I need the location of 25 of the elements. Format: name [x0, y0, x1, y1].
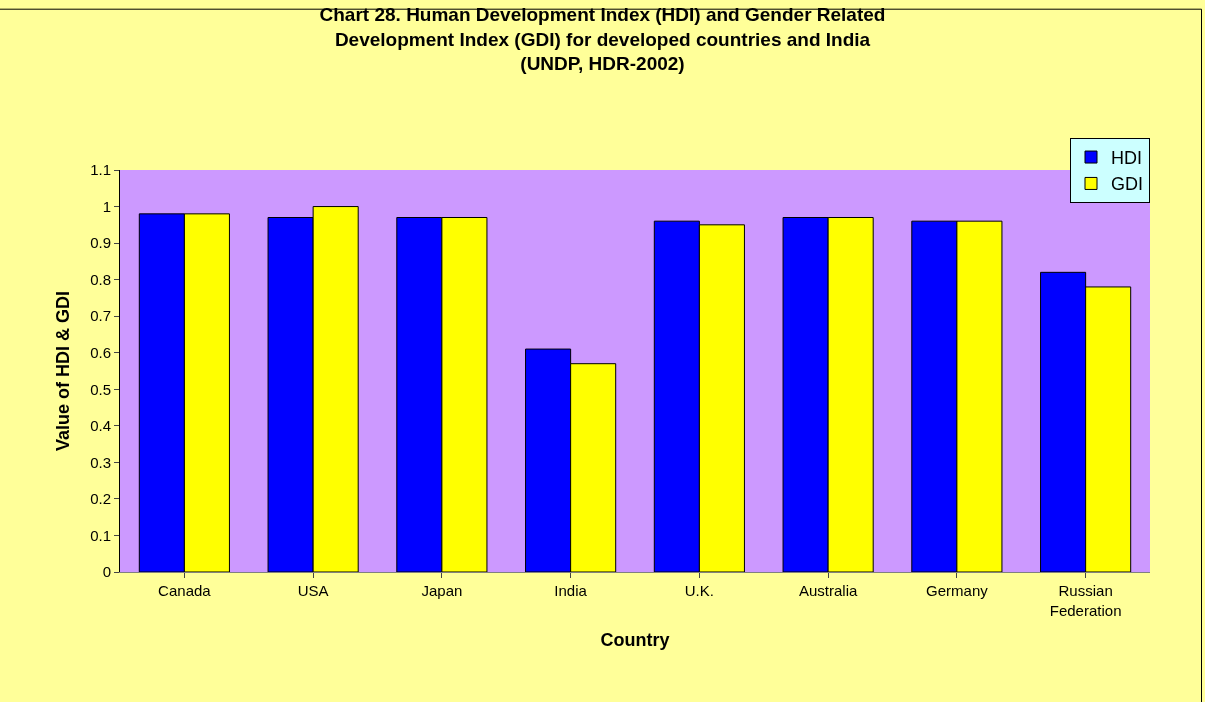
y-tick-label: 0.9: [90, 234, 111, 252]
legend-label: GDI: [1111, 174, 1144, 195]
y-tick-label: 0.1: [90, 526, 111, 544]
y-tick-label: 0.8: [90, 270, 111, 288]
x-tick-label: Australia: [798, 582, 858, 599]
chart-title: Chart 28. Human Development Index (HDI) and Gender Related Development Index (GDI) for developed countries and India (UNDP, HDR-2002): [319, 4, 886, 75]
legend-label: HDI: [1111, 148, 1142, 169]
y-tick-label: 0.2: [90, 490, 111, 508]
x-tick-label: U.K.: [684, 582, 714, 599]
x-tick-label: USA: [297, 582, 329, 599]
x-tick-label: Germany: [926, 582, 989, 599]
x-tick-label: Japan: [421, 582, 463, 599]
y-tick-label: 0.7: [90, 307, 111, 325]
y-tick-label: 0.3: [90, 453, 111, 471]
x-tick-label: Canada: [158, 582, 212, 599]
y-tick-label: 0.5: [90, 380, 111, 398]
x-tick-label: Russian Federation: [1049, 582, 1122, 619]
y-tick-label: 0.4: [90, 417, 111, 435]
y-tick-label: 0.6: [90, 343, 111, 361]
x-tick-label: India: [554, 582, 588, 599]
y-tick-label: 0: [102, 563, 111, 581]
y-axis-title: Value of HDI & GDI: [53, 290, 74, 452]
y-tick-label: 1.1: [90, 161, 111, 179]
y-tick-label: 1: [102, 197, 111, 215]
x-axis-title: Country: [600, 629, 670, 650]
